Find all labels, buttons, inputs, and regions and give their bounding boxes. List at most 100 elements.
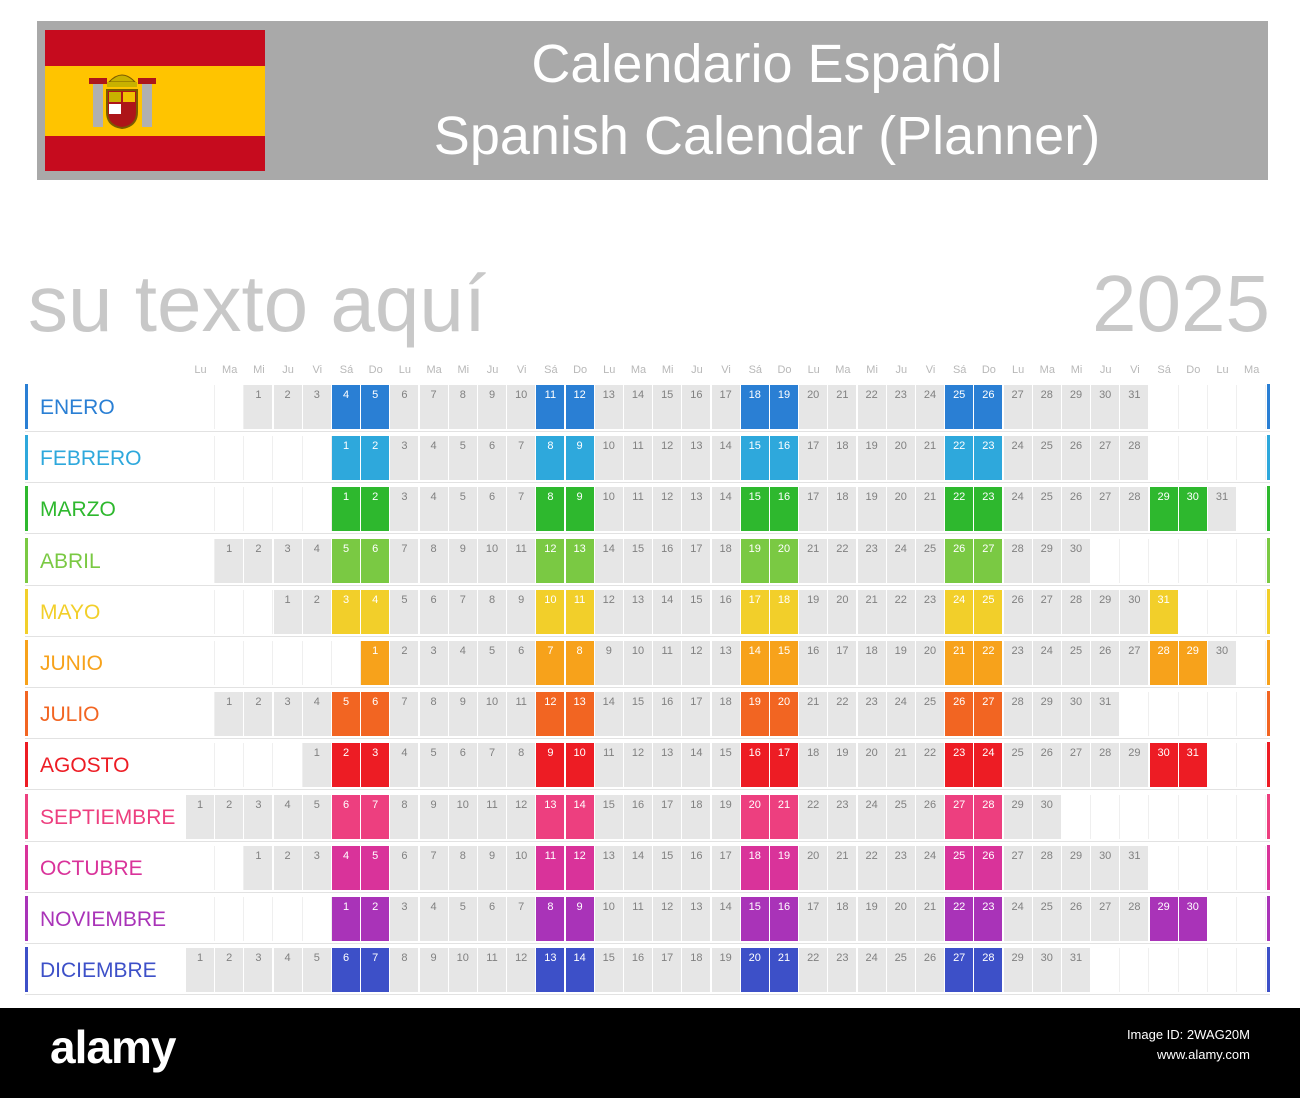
day-cell: 17 [653, 948, 682, 993]
day-cell: 13 [682, 487, 711, 532]
day-cell: 10 [448, 948, 477, 993]
day-cell: 17 [711, 385, 740, 429]
day-cell: 9 [478, 845, 506, 890]
day-cell: 24 [1032, 641, 1061, 685]
day-cell: 31 [1120, 385, 1149, 429]
day-cell: 28 [1091, 743, 1120, 788]
weekend-day-cell: 30 [1149, 743, 1178, 788]
day-cell: 3 [390, 436, 419, 481]
weekday-header: Ma [630, 364, 647, 376]
day-cell: 24 [1003, 897, 1032, 941]
month-accent-bar [1267, 896, 1270, 941]
calendar-grid: ENERO 1 2 3 4 5 6 7 8 9 10 11 12 13 14 15 16 17 18 19 20 21 22… [0, 382, 1300, 997]
day-cell: 24 [857, 794, 886, 839]
day-cell: 10 [624, 641, 652, 685]
day-cell: 5 [478, 641, 506, 685]
month-accent-bar [25, 486, 28, 532]
month-row: OCTUBRE 1 2 3 4 5 6 7 8 9 10 11 12 13 14 15 16 17 18 19 20 21… [25, 843, 1270, 893]
day-cell: 9 [507, 589, 536, 634]
day-cell: 20 [857, 743, 886, 788]
title-banner: Calendario Español Spanish Calendar (Pla… [37, 21, 1268, 180]
weekend-day-cell: 10 [536, 589, 565, 634]
weekday-header: Ma [426, 364, 442, 376]
month-accent-bar [1267, 537, 1270, 583]
day-cell: 10 [594, 487, 623, 532]
weekend-day-cell: 15 [740, 487, 769, 532]
weekend-day-cell: 1 [332, 897, 360, 941]
month-accent-bar [25, 844, 28, 890]
day-cell: 3 [390, 897, 419, 941]
weekend-day-cell: 20 [740, 794, 769, 839]
day-cell: 30 [1062, 538, 1090, 583]
day-cell: 17 [682, 538, 711, 583]
empty-cell [273, 436, 303, 481]
day-cell: 6 [390, 845, 419, 890]
weekend-day-cell: 16 [770, 487, 798, 532]
weekday-header: Lu [1011, 364, 1025, 376]
weekend-day-cell: 9 [565, 436, 594, 481]
month-name: ENERO [40, 396, 115, 419]
month-accent-bar [1267, 793, 1270, 839]
day-cell: 4 [390, 743, 419, 788]
weekend-day-cell: 25 [945, 845, 974, 890]
day-cell: 24 [886, 538, 915, 583]
weekend-day-cell: 10 [565, 743, 594, 788]
day-cell: 13 [653, 743, 682, 788]
day-cell: 14 [624, 385, 652, 429]
month-accent-bar [1267, 742, 1270, 788]
weekday-header: Ju [895, 364, 908, 376]
day-cell: 25 [916, 538, 944, 583]
day-cell: 1 [215, 692, 244, 737]
weekend-day-cell: 20 [770, 692, 798, 737]
day-cell: 24 [916, 385, 944, 429]
day-cell: 30 [1208, 641, 1236, 685]
empty-cell [1208, 538, 1237, 583]
day-cell: 13 [682, 436, 711, 481]
weekend-day-cell: 4 [361, 589, 390, 634]
empty-cell [1237, 845, 1267, 890]
month-row: DICIEMBRE 1 2 3 4 5 6 7 8 9 10 11 12 13 14 15 16 17 18 19 20… [25, 945, 1270, 996]
empty-cell [1178, 692, 1208, 737]
day-cell: 27 [1120, 641, 1149, 685]
empty-cell [244, 743, 274, 788]
month-accent-bar [1267, 947, 1270, 993]
weekend-day-cell: 20 [770, 538, 798, 583]
day-cell: 25 [916, 692, 944, 737]
weekend-day-cell: 17 [770, 743, 798, 788]
day-cell: 6 [507, 641, 536, 685]
empty-cell [1208, 845, 1237, 890]
day-cell: 25 [886, 948, 915, 993]
weekend-day-cell: 1 [332, 436, 360, 481]
weekend-day-cell: 25 [945, 385, 974, 429]
weekday-header: Vi [1130, 364, 1140, 376]
empty-cell [1237, 385, 1267, 429]
weekend-day-cell: 27 [974, 538, 1003, 583]
spain-flag-icon [45, 30, 265, 171]
weekend-day-cell: 31 [1149, 589, 1178, 634]
weekday-header: Lu [603, 364, 616, 376]
weekend-day-cell: 12 [536, 692, 565, 737]
empty-cell [1237, 436, 1267, 481]
weekend-day-cell: 6 [361, 692, 390, 737]
weekend-day-cell: 9 [565, 487, 594, 532]
day-cell: 12 [682, 641, 711, 685]
day-cell: 4 [302, 692, 331, 737]
empty-cell [215, 743, 245, 788]
weekend-day-cell: 2 [332, 743, 360, 788]
day-cell: 5 [448, 436, 477, 481]
day-cell: 25 [1032, 487, 1061, 532]
day-cell: 14 [653, 589, 682, 634]
weekend-day-cell: 12 [565, 845, 594, 890]
day-cell: 21 [799, 538, 828, 583]
day-cell: 23 [857, 692, 886, 737]
year-label: 2025 [1092, 259, 1270, 348]
empty-cell [186, 436, 215, 481]
day-cell: 10 [594, 436, 623, 481]
weekday-header: Lu [194, 364, 207, 376]
empty-cell [215, 897, 245, 941]
empty-cell [1149, 692, 1179, 737]
weekday-header: Do [981, 364, 996, 376]
weekday-header: Sá [952, 364, 967, 376]
weekend-day-cell: 22 [945, 487, 974, 532]
day-cell: 12 [653, 487, 682, 532]
